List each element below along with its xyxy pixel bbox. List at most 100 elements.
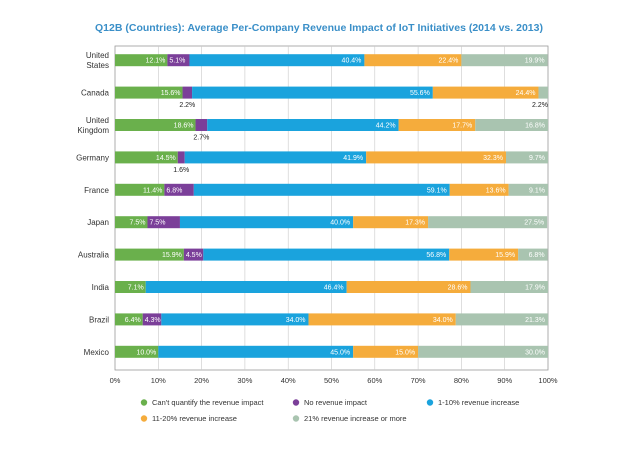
bar-segment: [164, 183, 194, 196]
data-label: 7.1%: [128, 285, 144, 292]
data-label: 7.5%: [149, 220, 165, 227]
bar-segment: [207, 119, 399, 131]
data-label: 15.9%: [495, 252, 515, 259]
bar-segment: [346, 281, 471, 293]
bar-segment: [428, 216, 548, 229]
data-label-external: 2.2%: [532, 102, 548, 109]
data-label: 41.9%: [343, 155, 363, 162]
x-tick-label: 40%: [281, 376, 296, 385]
data-label: 30.0%: [525, 349, 545, 356]
data-label: 21.3%: [525, 317, 545, 324]
bar-segment: [115, 86, 183, 99]
category-label: France: [84, 186, 109, 195]
data-label: 18.6%: [174, 123, 194, 130]
bar-segment: [115, 216, 148, 229]
data-label: 4.3%: [145, 317, 161, 324]
legend-marker: [140, 399, 148, 406]
x-axis-ticks: 0% 10% 20% 30% 40% 50% 60% 70% 80% 90% 100%: [110, 376, 558, 385]
bar-segment: [508, 183, 548, 196]
bar-segment: [115, 248, 184, 261]
data-label: 22.4%: [439, 58, 459, 65]
data-label: 45.0%: [330, 349, 350, 356]
x-tick-label: 80%: [454, 376, 469, 385]
data-label-external: 1.6%: [173, 167, 189, 174]
data-label: 6.4%: [125, 317, 141, 324]
x-tick-label: 90%: [497, 376, 512, 385]
data-label: 15.0%: [395, 349, 415, 356]
x-tick-label: 60%: [367, 376, 382, 385]
data-label-external: 2.7%: [193, 135, 209, 142]
bar-segment: [183, 248, 204, 261]
bar-segment: [398, 119, 476, 131]
data-label: 17.3%: [405, 220, 425, 227]
legend-label: 21% revenue increase or more: [304, 414, 407, 423]
data-label: 7.5%: [130, 220, 146, 227]
x-tick-label: 0%: [110, 376, 121, 385]
category-labels: UnitedStatesCanadaUnitedKingdomGermanyFr…: [76, 51, 109, 357]
bar-segment: [470, 281, 548, 293]
bar-segment: [366, 151, 506, 164]
category-label: Mexico: [84, 348, 110, 357]
bar-segment: [461, 54, 548, 67]
bar-segment: [115, 54, 168, 67]
legend-marker: [140, 415, 148, 422]
data-label: 5.1%: [169, 58, 185, 65]
category-label: United: [86, 51, 109, 60]
legend-label: Can't quantify the revenue impact: [152, 398, 264, 407]
data-label: 15.9%: [162, 252, 182, 259]
category-label: Brazil: [89, 315, 109, 324]
category-label: United: [86, 116, 109, 125]
data-label: 24.4%: [516, 90, 536, 97]
bar-segment: [193, 183, 450, 196]
legend-marker: [292, 399, 300, 406]
bar-segment: [115, 119, 196, 131]
x-tick-label: 100%: [538, 376, 558, 385]
category-label: Germany: [76, 153, 109, 162]
data-label: 6.8%: [166, 187, 182, 194]
data-label: 28.6%: [448, 285, 468, 292]
bar-segment: [182, 86, 193, 99]
bar-segment: [189, 54, 365, 67]
data-label: 34.0%: [286, 317, 306, 324]
data-label-external: 2.2%: [179, 102, 195, 109]
bar-segment: [142, 313, 162, 326]
data-label: 27.5%: [524, 220, 544, 227]
data-label: 11.4%: [143, 187, 162, 194]
data-label: 12.1%: [146, 58, 166, 65]
bar-segment: [505, 151, 548, 164]
data-label: 17.7%: [452, 123, 472, 130]
bar-segment: [308, 313, 456, 326]
bar-segment: [115, 151, 178, 164]
data-label: 55.6%: [410, 90, 430, 97]
bar-segment: [203, 248, 450, 261]
category-label: Japan: [87, 218, 109, 227]
bar-segment: [538, 86, 548, 99]
bar-segment: [147, 216, 180, 229]
x-tick-label: 10%: [151, 376, 166, 385]
bar-segment: [115, 345, 159, 358]
legend: Can't quantify the revenue impact No reve…: [140, 398, 519, 423]
category-label: Canada: [81, 89, 110, 98]
data-label: 17.9%: [525, 285, 545, 292]
data-label: 6.8%: [529, 252, 545, 259]
data-label: 13.6%: [486, 187, 506, 194]
category-label: Kingdom: [77, 126, 109, 135]
bar-segment: [179, 216, 354, 229]
bar-segment: [353, 345, 419, 358]
category-label: Australia: [78, 251, 110, 260]
bars: 12.1% 5.1% 40.4% 22.4% 19.9% 15.6% 55.6% 24.4% 1…: [115, 54, 548, 358]
data-label: 56.8%: [426, 252, 446, 259]
legend-label: No revenue impact: [304, 398, 368, 407]
x-tick-label: 30%: [237, 376, 252, 385]
bar-segment: [518, 248, 548, 261]
bar-segment: [115, 183, 165, 196]
data-label: 19.9%: [525, 58, 545, 65]
legend-marker: [292, 415, 300, 422]
bar-segment: [167, 54, 190, 67]
data-label: 59.1%: [427, 187, 447, 194]
x-tick-label: 70%: [411, 376, 426, 385]
bar-segment: [115, 281, 146, 293]
legend-label: 1-10% revenue increase: [438, 398, 519, 407]
bar-segment: [158, 345, 354, 358]
